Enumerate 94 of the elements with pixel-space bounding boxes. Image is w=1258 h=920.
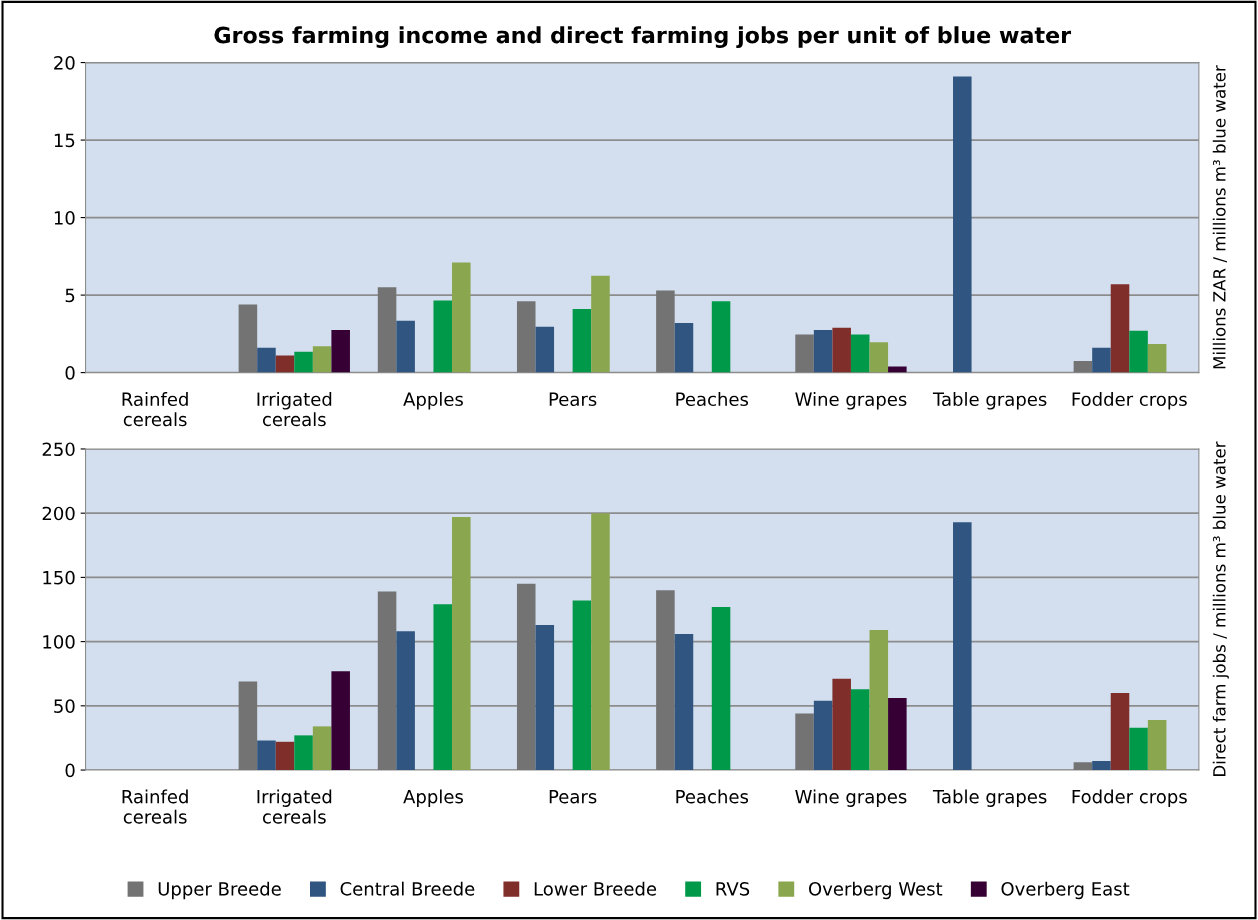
bar [850, 689, 870, 771]
bar [656, 590, 675, 771]
bar [331, 329, 350, 373]
x-tick-label: Apples [403, 392, 463, 410]
y-tick-label: 15 [54, 133, 75, 148]
legend-label: Overberg West [808, 881, 943, 900]
bar [813, 329, 833, 373]
legend-label: Central Breede [340, 881, 475, 896]
y-tick-label: 250 [42, 442, 75, 457]
bar [953, 522, 972, 771]
bar [396, 631, 415, 771]
y-axis-title: Direct farm jobs / millions m³ blue water [1212, 441, 1229, 776]
bar [813, 700, 833, 771]
bar [795, 334, 814, 373]
bar [1147, 343, 1167, 373]
bar [238, 304, 258, 373]
chart-title: Gross farming income and direct farming jobs per unit of blue water [214, 26, 1072, 48]
x-tick-label: Irrigated cereals [257, 392, 332, 427]
bar [888, 698, 907, 771]
legend-label: RVS [716, 881, 750, 896]
bar [294, 735, 313, 771]
y-tick-label: 0 [65, 366, 75, 380]
bar [516, 583, 536, 771]
x-tick-label: Table grapes [932, 789, 1047, 807]
bar [257, 347, 276, 373]
bar [396, 320, 415, 373]
y-axis-title: Millions ZAR / millions m³ blue water [1212, 65, 1227, 369]
bar [1110, 284, 1130, 373]
bar [572, 309, 592, 373]
y-tick-label: 50 [54, 699, 75, 713]
x-tick-label: Apples [403, 789, 463, 807]
bar [1129, 727, 1148, 771]
bar [433, 604, 453, 771]
x-tick-label: Pears [549, 392, 597, 407]
x-tick-label: Pears [549, 790, 597, 804]
bar [238, 681, 258, 771]
bar [888, 366, 907, 373]
bar [294, 351, 313, 373]
bar [1110, 692, 1130, 771]
bar [953, 76, 972, 373]
legend-label: Upper Breede [158, 881, 281, 900]
bar [275, 741, 295, 771]
bar [257, 740, 276, 771]
bar [869, 342, 889, 373]
bar [869, 630, 889, 771]
bar [312, 726, 332, 771]
bar [795, 713, 814, 771]
bar [591, 513, 610, 771]
y-tick-label: 150 [43, 570, 75, 585]
y-tick-label: 20 [54, 56, 75, 70]
bar [1092, 347, 1111, 373]
bar [674, 633, 694, 771]
bar [1073, 762, 1093, 771]
y-tick-label: 100 [43, 635, 75, 649]
legend-label: Overberg East [1001, 881, 1130, 900]
bar [377, 591, 397, 771]
bar [312, 346, 332, 373]
x-tick-label: Fodder crops [1072, 789, 1187, 807]
bar [535, 326, 555, 373]
bar [832, 327, 851, 373]
x-tick-label: Rainfed cereals [122, 392, 188, 427]
y-tick-label: 200 [42, 506, 75, 521]
y-tick-label: 5 [65, 288, 75, 303]
bar [452, 262, 471, 373]
x-tick-label: Peaches [676, 789, 749, 804]
x-tick-label: Rainfed cereals [122, 789, 188, 824]
bar [1147, 719, 1167, 771]
x-tick-label: Wine grapes [795, 789, 907, 807]
bar [832, 678, 851, 771]
x-tick-label: Wine grapes [795, 392, 907, 410]
bar [711, 606, 731, 771]
bar [433, 300, 453, 373]
bar [535, 624, 555, 771]
x-tick-label: Fodder crops [1072, 392, 1187, 410]
bar [516, 301, 536, 373]
bar [377, 287, 397, 373]
bar [331, 671, 350, 771]
x-tick-label: Irrigated cereals [257, 789, 332, 824]
bar [674, 322, 694, 373]
bar [711, 301, 731, 373]
y-tick-label: 10 [54, 211, 75, 225]
bar [1129, 330, 1148, 373]
bar [452, 517, 471, 771]
bar [850, 334, 870, 373]
y-tick-label: 0 [65, 763, 75, 778]
x-tick-label: Table grapes [932, 392, 1047, 410]
bar [1092, 761, 1111, 771]
bar [656, 290, 675, 373]
bar [275, 355, 295, 373]
bar [591, 275, 610, 373]
legend-label: Lower Breede [534, 881, 657, 896]
x-tick-label: Peaches [676, 392, 749, 407]
bar [572, 600, 592, 771]
bar [1073, 360, 1093, 373]
